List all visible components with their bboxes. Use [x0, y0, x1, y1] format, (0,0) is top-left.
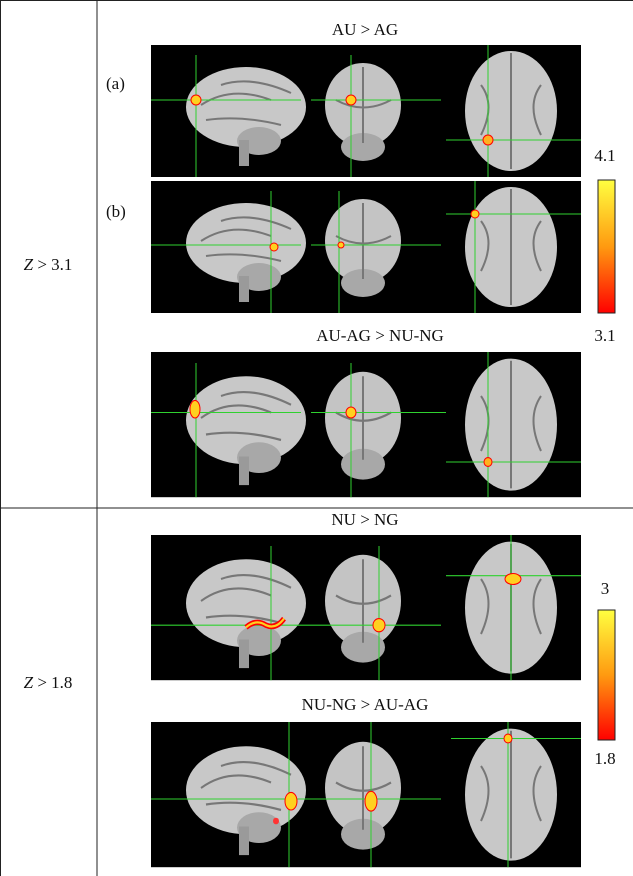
- colorbar: [597, 179, 616, 314]
- colorbar-max: 3: [601, 579, 610, 598]
- panel-title: NU > NG: [331, 510, 398, 529]
- threshold-variable: Z: [24, 673, 34, 692]
- subpanel-label: (a): [106, 74, 125, 93]
- panel-title: AU-AG > NU-NG: [316, 326, 444, 345]
- threshold-relation: > 1.8: [37, 673, 72, 692]
- brain-panel: [149, 720, 583, 869]
- brain-panel: [149, 350, 583, 499]
- threshold-relation: > 3.1: [37, 255, 72, 274]
- threshold-label: Z > 3.1: [24, 255, 73, 274]
- brain-panel: [149, 533, 583, 682]
- colorbar-min: 3.1: [594, 326, 615, 345]
- colorbar: [597, 609, 616, 741]
- colorbar-max: 4.1: [594, 146, 615, 165]
- colorbar-min: 1.8: [594, 749, 615, 768]
- panel-title: AU > AG: [332, 20, 398, 39]
- panel-title: NU-NG > AU-AG: [302, 695, 429, 714]
- threshold-label: Z > 1.8: [24, 673, 73, 692]
- subpanel-label: (b): [106, 202, 126, 221]
- threshold-variable: Z: [24, 255, 34, 274]
- brain-panel: [150, 44, 582, 178]
- brain-panel: [150, 180, 582, 314]
